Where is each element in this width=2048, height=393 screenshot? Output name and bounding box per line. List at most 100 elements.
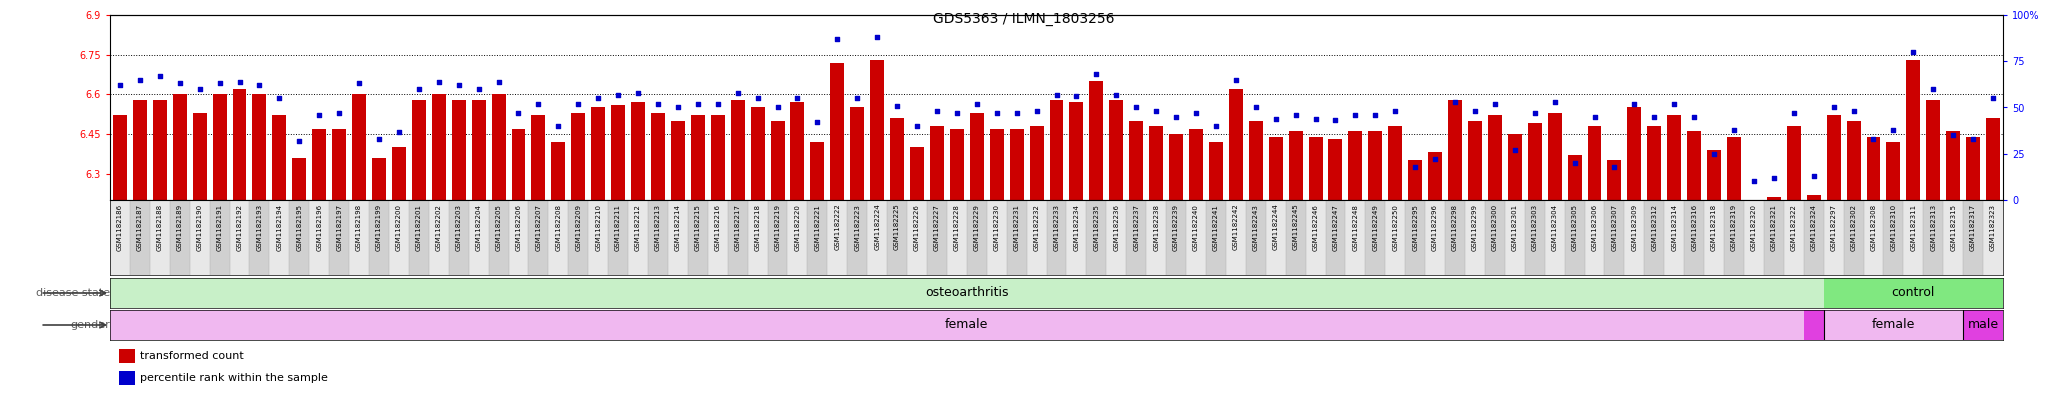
Bar bbox=[1645, 200, 1665, 275]
Text: GSM1182199: GSM1182199 bbox=[377, 204, 383, 251]
Bar bbox=[190, 200, 209, 275]
Point bbox=[342, 80, 375, 86]
Text: GSM1182301: GSM1182301 bbox=[1511, 204, 1518, 251]
Bar bbox=[1126, 200, 1147, 275]
Point bbox=[164, 80, 197, 86]
Bar bbox=[492, 94, 506, 200]
Bar bbox=[850, 108, 864, 200]
Bar bbox=[1409, 160, 1421, 200]
Text: GSM1182244: GSM1182244 bbox=[1272, 204, 1278, 250]
Bar bbox=[1604, 200, 1624, 275]
Point bbox=[383, 129, 416, 135]
Text: GSM1182232: GSM1182232 bbox=[1034, 204, 1040, 251]
Text: GSM1182246: GSM1182246 bbox=[1313, 204, 1319, 251]
Bar bbox=[829, 62, 844, 200]
Bar bbox=[1647, 126, 1661, 200]
Text: GSM1182319: GSM1182319 bbox=[1731, 204, 1737, 251]
Bar bbox=[711, 116, 725, 200]
Bar bbox=[1927, 99, 1939, 200]
Bar bbox=[489, 200, 508, 275]
Point bbox=[940, 110, 973, 116]
Text: GSM1182305: GSM1182305 bbox=[1571, 204, 1577, 251]
Point bbox=[1579, 114, 1612, 120]
Bar bbox=[1567, 155, 1581, 200]
Bar bbox=[1847, 121, 1860, 200]
Text: GSM1182203: GSM1182203 bbox=[457, 204, 461, 251]
Point bbox=[1020, 108, 1053, 114]
Bar bbox=[1907, 60, 1921, 200]
Bar bbox=[1384, 200, 1405, 275]
Bar bbox=[1165, 200, 1186, 275]
Text: GSM1182225: GSM1182225 bbox=[895, 204, 899, 250]
Text: GSM1182213: GSM1182213 bbox=[655, 204, 662, 251]
Bar bbox=[471, 99, 485, 200]
Bar bbox=[1745, 200, 1763, 275]
Bar bbox=[807, 200, 827, 275]
Bar bbox=[1229, 89, 1243, 200]
Bar bbox=[967, 200, 987, 275]
Text: GSM1182209: GSM1182209 bbox=[575, 204, 582, 251]
Bar bbox=[119, 349, 135, 363]
Text: GSM1182308: GSM1182308 bbox=[1870, 204, 1876, 251]
Bar bbox=[373, 158, 385, 200]
Bar bbox=[629, 200, 647, 275]
Point bbox=[1438, 99, 1470, 105]
Text: GSM1182298: GSM1182298 bbox=[1452, 204, 1458, 251]
Point bbox=[821, 36, 854, 42]
Point bbox=[1200, 123, 1233, 129]
Text: GSM1182188: GSM1182188 bbox=[158, 204, 162, 251]
Bar bbox=[1624, 200, 1645, 275]
Point bbox=[1141, 108, 1174, 114]
Bar bbox=[551, 142, 565, 200]
Text: GSM1182297: GSM1182297 bbox=[1831, 204, 1837, 251]
Bar bbox=[113, 116, 127, 200]
Bar bbox=[1923, 200, 1944, 275]
Bar bbox=[1585, 200, 1604, 275]
Point bbox=[1917, 86, 1950, 92]
Bar bbox=[1266, 200, 1286, 275]
Point bbox=[801, 119, 834, 125]
Bar bbox=[469, 200, 489, 275]
Bar bbox=[289, 200, 309, 275]
Point bbox=[104, 82, 137, 88]
Point bbox=[1239, 105, 1272, 111]
Bar bbox=[1544, 200, 1565, 275]
Point bbox=[1100, 92, 1133, 98]
Bar bbox=[270, 200, 289, 275]
Point bbox=[1798, 173, 1831, 179]
Text: GSM1182314: GSM1182314 bbox=[1671, 204, 1677, 251]
Bar bbox=[1724, 200, 1745, 275]
Point bbox=[762, 105, 795, 111]
Text: female: female bbox=[944, 318, 989, 332]
Text: GSM1182224: GSM1182224 bbox=[874, 204, 881, 250]
Text: GSM1182233: GSM1182233 bbox=[1053, 204, 1059, 251]
Bar bbox=[1806, 195, 1821, 200]
Point bbox=[1837, 108, 1870, 114]
Bar bbox=[1427, 152, 1442, 200]
Point bbox=[1878, 127, 1911, 133]
Point bbox=[700, 101, 733, 107]
Text: GSM1182187: GSM1182187 bbox=[137, 204, 143, 251]
Text: GSM1182195: GSM1182195 bbox=[297, 204, 303, 251]
Text: GSM1182238: GSM1182238 bbox=[1153, 204, 1159, 251]
Bar bbox=[731, 99, 745, 200]
Point bbox=[1976, 95, 2009, 101]
Bar bbox=[571, 113, 586, 200]
Text: GSM1182315: GSM1182315 bbox=[1950, 204, 1956, 251]
Bar bbox=[369, 200, 389, 275]
Bar bbox=[1368, 131, 1382, 200]
Bar bbox=[1227, 200, 1245, 275]
Point bbox=[362, 136, 395, 142]
Point bbox=[442, 82, 475, 88]
Bar bbox=[971, 113, 983, 200]
Bar bbox=[567, 200, 588, 275]
Text: GSM1182193: GSM1182193 bbox=[256, 204, 262, 251]
Point bbox=[481, 79, 514, 85]
Point bbox=[1937, 132, 1970, 138]
Bar bbox=[907, 200, 928, 275]
Point bbox=[1319, 117, 1352, 123]
Text: GSM1182211: GSM1182211 bbox=[614, 204, 621, 251]
Point bbox=[561, 101, 594, 107]
Text: GSM1182198: GSM1182198 bbox=[356, 204, 362, 251]
Point bbox=[1718, 127, 1751, 133]
